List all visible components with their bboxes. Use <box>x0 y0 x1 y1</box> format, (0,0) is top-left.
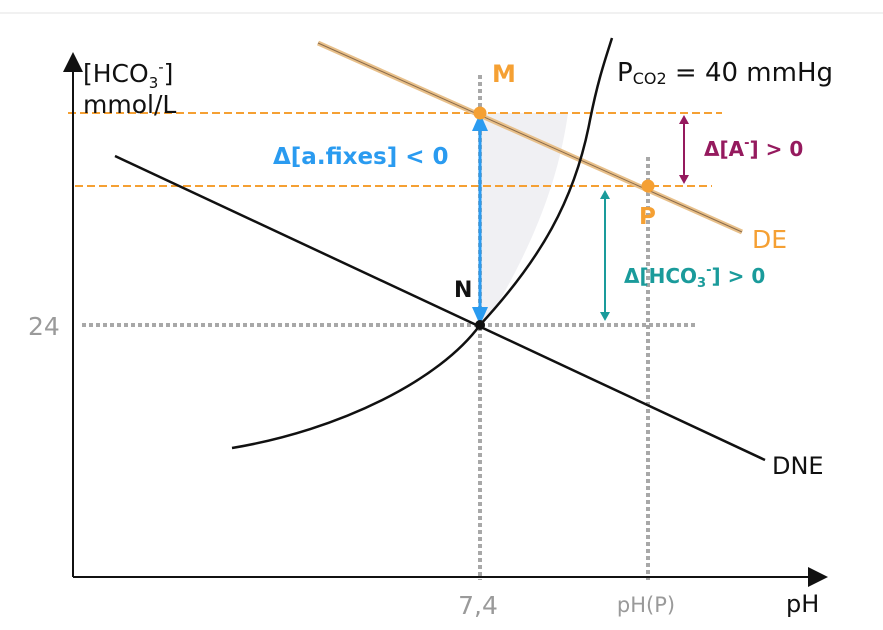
x-tick-74: 7,4 <box>458 591 498 620</box>
delta-fixed-acids-arrowhead-bottom <box>472 307 488 325</box>
point-p-marker <box>641 179 655 193</box>
point-m-label: M <box>492 60 516 88</box>
y-tick-24: 24 <box>28 312 60 341</box>
point-n-marker <box>475 320 485 330</box>
point-p-label: P <box>639 204 656 230</box>
delta-anion-label: Δ[A-] > 0 <box>704 136 803 161</box>
delta-hco3-arrowhead-top <box>600 190 610 199</box>
point-n-label: N <box>454 278 472 303</box>
delta-fixed-acids-label: Δ[a.fixes] < 0 <box>273 144 449 170</box>
dne-label: DNE <box>772 452 824 480</box>
x-axis-label: pH <box>786 590 819 618</box>
delta-hco3-arrowhead-bottom <box>600 312 610 321</box>
delta-anion-arrowhead-top <box>679 115 689 124</box>
x-tick-phP: pH(P) <box>617 593 675 617</box>
dne-line <box>114 154 766 462</box>
delta-fixed-acids-arrowhead-top <box>472 113 488 131</box>
de-line <box>317 42 743 233</box>
y-axis-unit: mmol/L <box>83 90 176 119</box>
isobar-label: PCO2 = 40 mmHg <box>617 58 833 88</box>
de-label: DE <box>752 225 787 254</box>
point-m-marker <box>473 106 487 120</box>
delta-hco3-label: Δ[HCO3-] > 0 <box>624 263 765 291</box>
shaded-region <box>480 113 568 325</box>
pco2-isobar <box>231 37 614 450</box>
delta-anion-arrowhead-bottom <box>679 175 689 184</box>
y-axis-label: [HCO3-] <box>83 58 173 92</box>
